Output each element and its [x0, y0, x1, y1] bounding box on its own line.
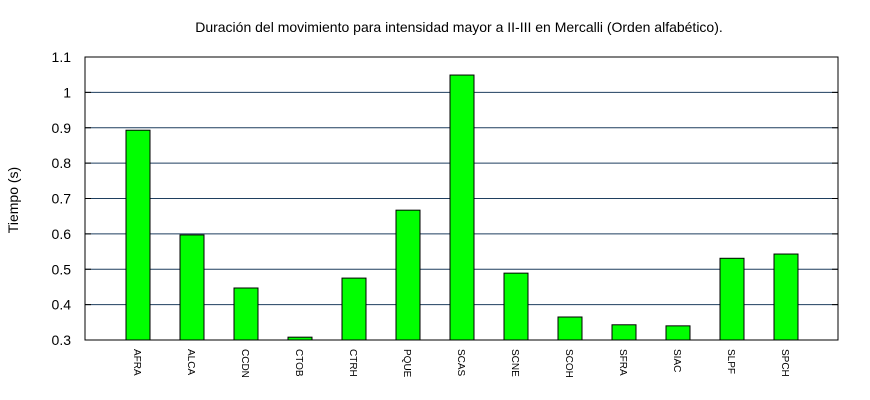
y-tick-label: 0.6 — [52, 226, 72, 242]
x-tick-label: PQUE — [401, 349, 412, 378]
bar-sfra — [611, 324, 637, 341]
y-tick-label: 0.8 — [52, 155, 72, 171]
bar-slpf — [719, 257, 745, 341]
x-tick-label: CTRH — [347, 349, 358, 377]
bar-siac — [665, 325, 691, 341]
x-tick-label: SCOH — [563, 349, 574, 378]
y-tick-label: 0.3 — [52, 332, 72, 348]
x-tick-label: SLPF — [725, 349, 736, 374]
y-axis-label: Tiempo (s) — [5, 167, 21, 233]
bar-ccdn — [233, 287, 259, 341]
chart-title: Duración del movimiento para intensidad … — [195, 19, 723, 35]
bar-spch — [773, 253, 799, 341]
bars — [125, 74, 799, 341]
y-tick-label: 0.5 — [52, 261, 72, 277]
bar-afra — [125, 129, 151, 341]
x-tick-label: CTOB — [293, 349, 304, 377]
x-tick-label: SCNE — [509, 349, 520, 377]
y-tick-label: 1 — [63, 84, 71, 100]
x-tick-label: SPCH — [779, 349, 790, 377]
bar-scoh — [557, 316, 583, 341]
y-tick-label: 0.9 — [52, 120, 72, 136]
x-axis-ticks: AFRA ALCA CCDN CTOB CTRH PQUE SCAS SCNE SCOH SFRA… — [131, 349, 790, 378]
y-axis-ticks: 0.3 0.4 0.5 0.6 0.7 0.8 0.9 1 1.1 — [52, 49, 838, 348]
bar-pque — [395, 209, 421, 341]
x-tick-label: AFRA — [131, 349, 142, 376]
y-tick-label: 0.7 — [52, 191, 72, 207]
x-tick-label: SCAS — [455, 349, 466, 377]
bar-scas — [449, 74, 475, 341]
y-tick-label: 0.4 — [52, 297, 72, 313]
x-tick-label: CCDN — [239, 349, 250, 378]
bar-ctrh — [341, 277, 367, 341]
x-tick-label: ALCA — [185, 349, 196, 375]
y-tick-label: 1.1 — [52, 49, 72, 65]
bar-alca — [179, 234, 205, 341]
x-tick-label: SFRA — [617, 349, 628, 376]
bar-scne — [503, 272, 529, 341]
x-tick-label: SIAC — [671, 349, 682, 372]
